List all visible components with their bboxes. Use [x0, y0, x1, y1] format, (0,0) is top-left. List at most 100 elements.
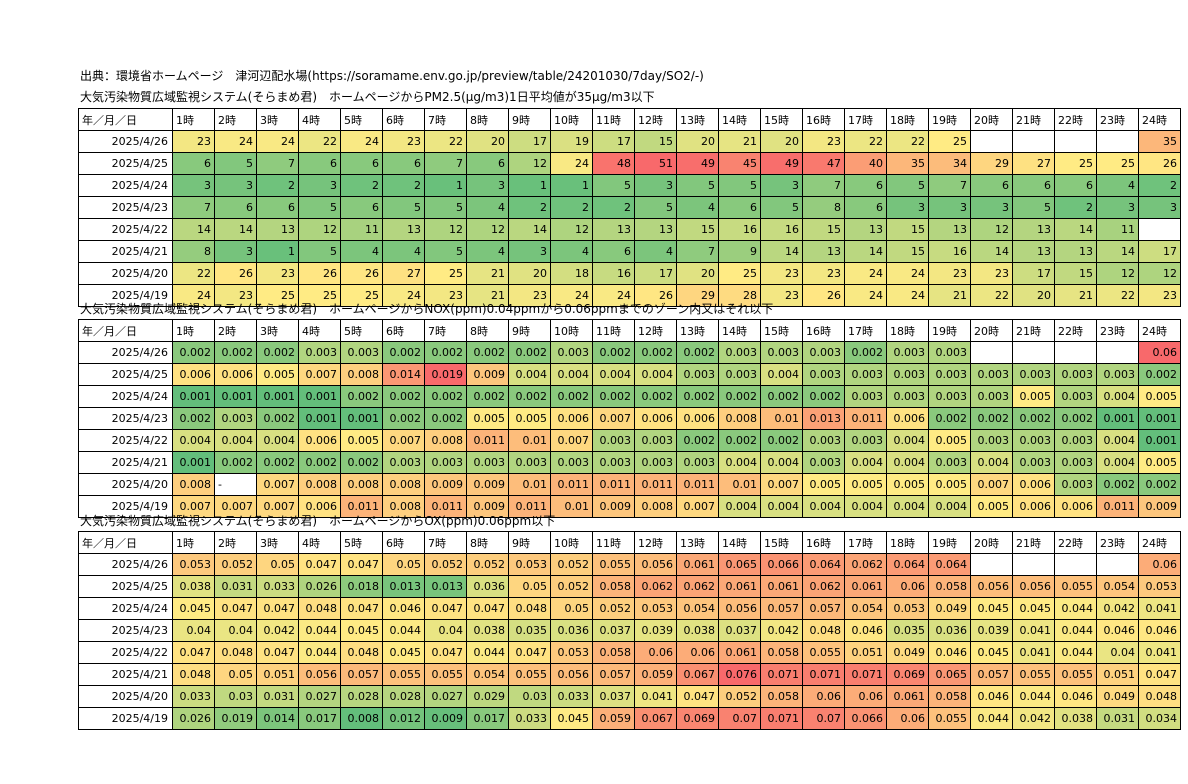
value-cell: 25 — [928, 130, 971, 153]
value-cell: 3 — [634, 174, 677, 197]
value-cell: 0.002 — [508, 385, 551, 408]
value-cell: 0.003 — [550, 451, 593, 474]
value-cell: 0.027 — [424, 685, 467, 708]
value-cell: 0.002 — [1096, 473, 1139, 496]
value-cell: 0.003 — [802, 363, 845, 386]
value-cell: 24 — [550, 152, 593, 175]
table-row: 2025/4/25 0.006 0.006 0.005 0.007 0.008 0.014 0… — [78, 363, 1181, 386]
value-cell: 1 — [256, 240, 299, 263]
value-cell: 0.041 — [634, 685, 677, 708]
hour-header: 23時 — [1096, 319, 1139, 342]
value-cell: 0.007 — [214, 495, 257, 518]
value-cell: 14 — [1096, 240, 1139, 263]
value-cell: 1 — [424, 174, 467, 197]
value-cell: 0.05 — [256, 553, 299, 576]
value-cell: 0.042 — [1012, 707, 1055, 730]
value-cell: 0.002 — [928, 407, 971, 430]
value-cell: 0.004 — [970, 451, 1013, 474]
table-row: 2025/4/26 23 24 24 22 24 23 22 20 17 19 17 15 20 21 20 2… — [78, 130, 1181, 153]
value-cell: 0.003 — [1054, 451, 1097, 474]
value-cell: 0.002 — [382, 385, 425, 408]
value-cell: 0.047 — [214, 597, 257, 620]
value-cell: 0.003 — [886, 341, 929, 364]
hour-header: 7時 — [424, 531, 467, 554]
value-cell: 24 — [886, 284, 929, 307]
hour-header: 14時 — [718, 531, 761, 554]
hour-header: 24時 — [1138, 531, 1181, 554]
value-cell: 0.008 — [340, 473, 383, 496]
value-cell: 0.003 — [634, 451, 677, 474]
value-cell: 0.056 — [298, 663, 341, 686]
value-cell: 0.046 — [928, 641, 971, 664]
value-cell: 14 — [760, 240, 803, 263]
hour-header: 17時 — [844, 531, 887, 554]
value-cell: 0.046 — [1096, 619, 1139, 642]
value-cell: 24 — [382, 284, 425, 307]
value-cell: 0.031 — [214, 575, 257, 598]
value-cell: 0.007 — [382, 429, 425, 452]
value-cell: 0.052 — [592, 597, 635, 620]
value-cell: 0.003 — [634, 429, 677, 452]
hour-header: 11時 — [592, 319, 635, 342]
value-cell: 0.005 — [1012, 385, 1055, 408]
value-cell: 0.039 — [970, 619, 1013, 642]
value-cell: 0.044 — [298, 619, 341, 642]
value-cell: 2 — [340, 174, 383, 197]
table-row: 2025/4/23 7 6 6 5 6 5 5 4 2 2 2 5 4 6 5 8 6 3 3 3 5 2 3 3 — [78, 196, 1181, 219]
value-cell: 0.04 — [214, 619, 257, 642]
value-cell: 0.001 — [214, 385, 257, 408]
value-cell: 2 — [550, 196, 593, 219]
value-cell: 0.045 — [550, 707, 593, 730]
value-cell: 0.003 — [298, 341, 341, 364]
value-cell: 0.064 — [802, 553, 845, 576]
value-cell: 0.004 — [634, 363, 677, 386]
hour-header: 9時 — [508, 108, 551, 131]
header-row: 年／月／日 1時 2時 3時 4時 5時 6時 7時 8時 9時 10時 11時 12時 13時 14時 15… — [78, 319, 1181, 342]
value-cell: 0.002 — [256, 407, 299, 430]
hour-header: 24時 — [1138, 108, 1181, 131]
value-cell: 34 — [928, 152, 971, 175]
hour-header: 23時 — [1096, 531, 1139, 554]
value-cell: 0.002 — [382, 341, 425, 364]
value-cell: 0.002 — [424, 341, 467, 364]
value-cell: 0.006 — [298, 429, 341, 452]
value-cell: 24 — [886, 262, 929, 285]
value-cell: 0.045 — [382, 641, 425, 664]
value-cell: 28 — [718, 284, 761, 307]
value-cell: 0.071 — [844, 663, 887, 686]
value-cell: 27 — [382, 262, 425, 285]
value-cell: 0.055 — [1054, 663, 1097, 686]
value-cell: 0.003 — [1012, 429, 1055, 452]
value-cell: 6 — [1054, 174, 1097, 197]
value-cell: 0.058 — [760, 685, 803, 708]
value-cell: 22 — [298, 130, 341, 153]
value-cell: 0.004 — [928, 495, 971, 518]
value-cell: 24 — [214, 130, 257, 153]
date-cell: 2025/4/20 — [78, 685, 173, 708]
table-row: 2025/4/26 0.053 0.052 0.05 0.047 0.047 0.05 0.0… — [78, 553, 1181, 576]
value-cell: 0.004 — [760, 363, 803, 386]
value-cell: 0.048 — [340, 641, 383, 664]
hour-header: 19時 — [928, 108, 971, 131]
value-cell: 0.061 — [760, 575, 803, 598]
value-cell: 0.006 — [1054, 495, 1097, 518]
value-cell: 6 — [592, 240, 635, 263]
hour-header: 6時 — [382, 531, 425, 554]
hour-header: 22時 — [1054, 319, 1097, 342]
value-cell: 0.003 — [928, 385, 971, 408]
value-cell: 51 — [634, 152, 677, 175]
hour-header: 1時 — [172, 108, 215, 131]
value-cell: 0.002 — [802, 385, 845, 408]
hour-header: 15時 — [760, 108, 803, 131]
value-cell: 0.006 — [298, 495, 341, 518]
value-cell: 14 — [1054, 218, 1097, 241]
value-cell: 5 — [760, 196, 803, 219]
value-cell: 48 — [592, 152, 635, 175]
value-cell: 3 — [298, 174, 341, 197]
value-cell: 0.003 — [1012, 363, 1055, 386]
value-cell: 4 — [634, 240, 677, 263]
value-cell: 0.06 — [886, 575, 929, 598]
value-cell: 6 — [214, 196, 257, 219]
value-cell: 0.001 — [298, 407, 341, 430]
date-cell: 2025/4/25 — [78, 575, 173, 598]
